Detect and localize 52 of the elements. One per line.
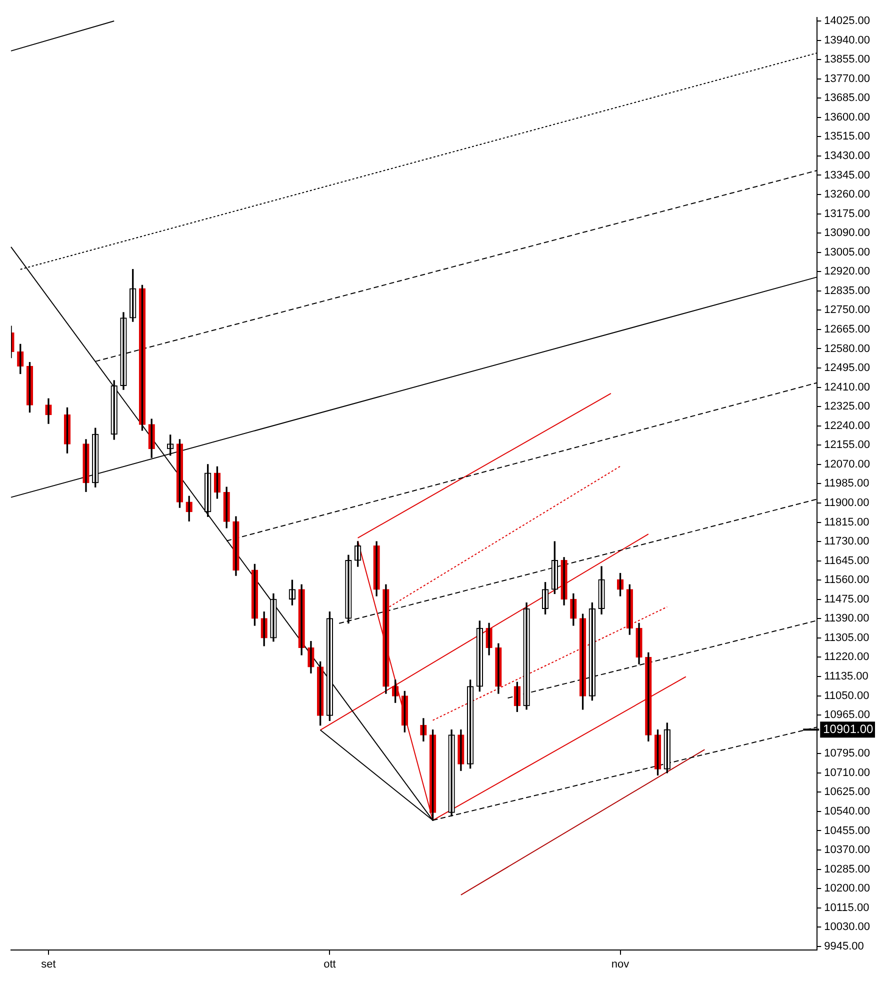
y-tick-label: 9945.00 (824, 940, 864, 952)
y-tick-label: 11560.00 (824, 574, 870, 586)
y-tick-label: 13600.00 (824, 111, 870, 124)
y-tick-label: 11730.00 (824, 536, 870, 548)
y-tick-label: 13090.00 (824, 227, 870, 240)
y-tick-label: 10030.00 (824, 921, 870, 934)
y-tick-label: 12665.00 (824, 324, 870, 336)
y-tick-label: 10285.00 (824, 863, 870, 876)
y-tick-label: 10370.00 (824, 844, 870, 856)
y-tick-label: 13770.00 (824, 72, 870, 85)
y-tick-label: 12240.00 (824, 420, 870, 432)
y-tick-label: 12495.00 (824, 362, 870, 374)
y-tick-label: 10710.00 (824, 766, 870, 779)
x-tick-label: ott (324, 958, 336, 970)
y-tick-label: 10455.00 (824, 824, 870, 837)
y-tick-label: 11220.00 (824, 651, 870, 664)
y-tick-label: 12155.00 (824, 439, 870, 452)
y-tick-label: 13175.00 (824, 208, 870, 220)
y-tick-label: 11305.00 (824, 632, 870, 644)
x-tick-label: nov (611, 958, 630, 970)
y-tick-label: 13685.00 (824, 92, 870, 104)
y-tick-label: 12410.00 (824, 381, 870, 394)
y-tick-label: 12750.00 (824, 304, 870, 316)
y-tick-label: 12070.00 (824, 458, 870, 470)
y-tick-label: 12325.00 (824, 400, 870, 413)
y-tick-label: 10795.00 (824, 748, 870, 760)
y-tick-label: 11645.00 (824, 554, 870, 567)
y-tick-label: 14025.00 (824, 15, 870, 28)
y-tick-label: 12580.00 (824, 342, 870, 355)
y-tick-label: 12835.00 (824, 284, 870, 297)
y-tick-label: 11135.00 (824, 670, 868, 683)
y-tick-label: 12920.00 (824, 266, 870, 278)
y-tick-label: 10115.00 (824, 902, 870, 914)
y-tick-label: 10540.00 (824, 805, 870, 818)
y-tick-label: 11475.00 (824, 593, 870, 606)
y-tick-label: 11815.00 (824, 516, 870, 528)
y-tick-label: 10625.00 (824, 786, 870, 798)
y-tick-label: 13005.00 (824, 246, 870, 258)
y-tick-label: 10200.00 (824, 882, 870, 895)
y-tick-label: 13345.00 (824, 169, 870, 182)
y-tick-label: 11985.00 (824, 478, 870, 490)
y-tick-label: 11900.00 (824, 497, 870, 510)
y-tick-label: 13260.00 (824, 188, 870, 201)
y-tick-label: 11050.00 (824, 690, 870, 702)
y-tick-label: 11390.00 (824, 612, 870, 625)
y-tick-label: 13430.00 (824, 150, 870, 162)
y-tick-label: 13855.00 (824, 54, 870, 66)
y-tick-label: 10965.00 (824, 709, 870, 722)
y-tick-label: 13515.00 (824, 130, 870, 143)
x-tick-label: set (41, 958, 56, 970)
y-tick-label: 13940.00 (824, 34, 870, 46)
ref-line-label: 10901.00 (823, 722, 874, 736)
